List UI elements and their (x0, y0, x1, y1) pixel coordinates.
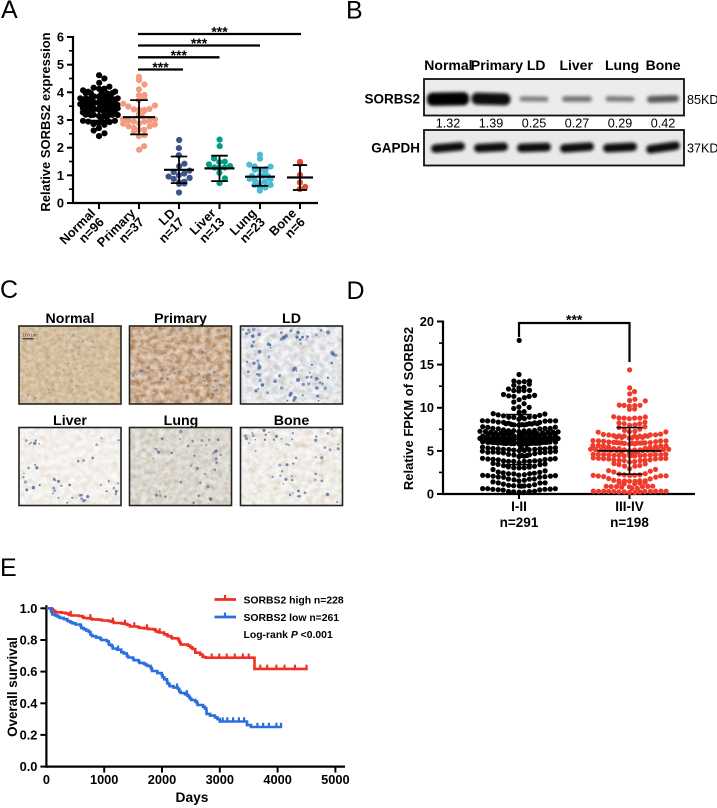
svg-text:***: *** (152, 59, 169, 75)
svg-text:20: 20 (420, 314, 434, 329)
svg-text:0: 0 (43, 772, 50, 787)
svg-text:85KD: 85KD (687, 93, 717, 107)
svg-text:D: D (347, 277, 365, 305)
svg-text:0.2: 0.2 (20, 727, 38, 742)
svg-text:Normal: Normal (424, 57, 472, 73)
svg-text:0: 0 (57, 196, 64, 211)
svg-text:1.0: 1.0 (20, 601, 38, 616)
svg-text:Liver: Liver (53, 413, 87, 429)
svg-text:1.32: 1.32 (436, 117, 461, 131)
svg-text:Bone: Bone (646, 57, 681, 73)
svg-text:III-IV: III-IV (615, 499, 644, 514)
svg-text:Normal: Normal (46, 311, 95, 327)
svg-text:Days: Days (176, 790, 209, 805)
svg-text:10: 10 (420, 400, 434, 415)
svg-text:0: 0 (427, 487, 434, 502)
svg-text:3: 3 (57, 113, 64, 128)
svg-text:SORBS2 high n=228: SORBS2 high n=228 (244, 596, 344, 607)
svg-text:37KD: 37KD (687, 142, 717, 156)
svg-text:0.42: 0.42 (651, 117, 676, 131)
svg-text:C: C (0, 276, 18, 304)
svg-text:B: B (346, 0, 363, 25)
svg-text:1000: 1000 (90, 772, 118, 787)
svg-text:***: *** (191, 35, 208, 51)
svg-text:2: 2 (57, 140, 64, 155)
svg-text:Log-rank P <0.001: Log-rank P <0.001 (244, 630, 333, 641)
svg-text:6: 6 (57, 30, 64, 45)
svg-text:***: *** (566, 312, 583, 328)
svg-text:I-II: I-II (511, 499, 527, 514)
svg-text:Primary: Primary (154, 311, 207, 327)
svg-text:SORBS2 low n=261: SORBS2 low n=261 (244, 613, 340, 624)
svg-text:100 μm: 100 μm (23, 333, 38, 338)
svg-text:LD: LD (527, 57, 546, 73)
svg-text:0.8: 0.8 (20, 633, 38, 648)
svg-text:3000: 3000 (206, 772, 234, 787)
svg-text:4000: 4000 (263, 772, 291, 787)
svg-text:Relative FPKM of SORBS2: Relative FPKM of SORBS2 (401, 327, 416, 490)
svg-text:0.4: 0.4 (20, 696, 39, 711)
svg-text:0.29: 0.29 (608, 117, 633, 131)
svg-text:n=198: n=198 (610, 515, 649, 530)
svg-text:Relative SORBS2 expression: Relative SORBS2 expression (38, 32, 53, 211)
svg-text:4: 4 (57, 85, 65, 100)
svg-text:Overall survival: Overall survival (5, 637, 20, 737)
svg-text:5: 5 (57, 57, 64, 72)
svg-text:2000: 2000 (148, 772, 176, 787)
svg-text:Lung: Lung (164, 413, 199, 429)
svg-text:***: *** (171, 47, 188, 63)
svg-text:0.6: 0.6 (20, 664, 38, 679)
svg-text:5000: 5000 (321, 772, 349, 787)
svg-text:SORBS2: SORBS2 (364, 92, 420, 107)
svg-text:A: A (1, 0, 18, 24)
svg-text:Bone: Bone (274, 413, 310, 429)
svg-text:1.39: 1.39 (479, 117, 504, 131)
svg-text:Primary: Primary (471, 57, 523, 73)
svg-text:1: 1 (57, 168, 64, 183)
svg-text:Lung: Lung (605, 57, 639, 73)
svg-text:LD: LD (282, 311, 301, 327)
svg-text:GAPDH: GAPDH (371, 141, 420, 156)
svg-text:15: 15 (420, 357, 434, 372)
svg-text:E: E (0, 554, 17, 582)
svg-text:0.0: 0.0 (20, 759, 38, 774)
svg-text:0.27: 0.27 (565, 117, 590, 131)
svg-text:Liver: Liver (559, 57, 593, 73)
svg-text:5: 5 (427, 443, 434, 458)
svg-text:***: *** (211, 24, 228, 40)
svg-text:0.25: 0.25 (522, 117, 547, 131)
svg-text:n=291: n=291 (500, 515, 539, 530)
